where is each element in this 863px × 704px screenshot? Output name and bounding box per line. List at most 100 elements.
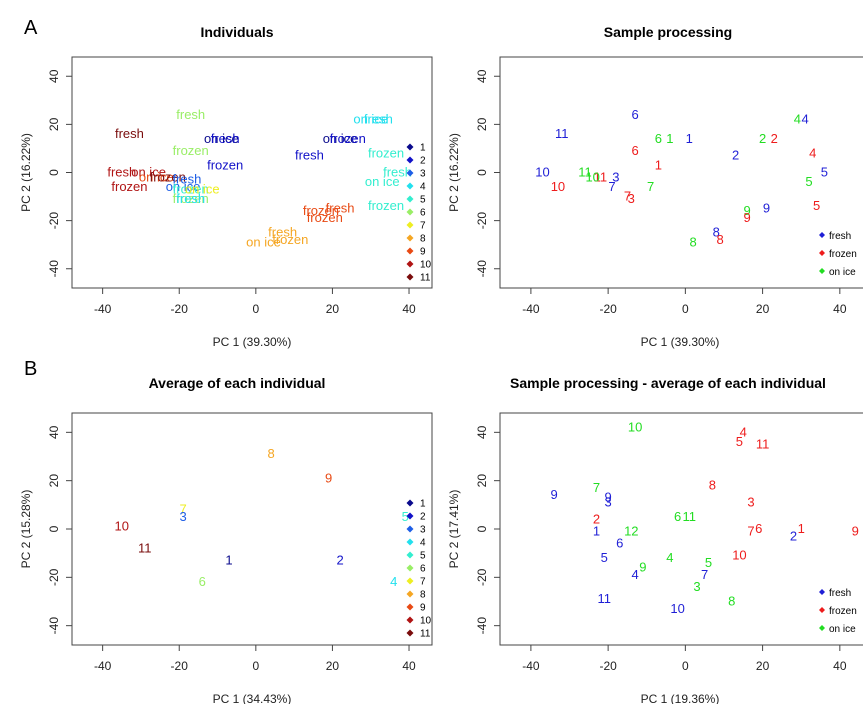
y-tick-label: -40 (475, 617, 489, 635)
data-point-label: on ice (185, 181, 220, 196)
data-point-label: 6 (674, 509, 681, 524)
data-point-label: 11 (756, 436, 770, 451)
legend-marker (406, 525, 414, 533)
data-point-label: 6 (655, 131, 662, 146)
data-point-label: 12 (624, 523, 638, 538)
x-tick-label: 0 (252, 659, 259, 673)
legend-marker (819, 232, 825, 238)
legend-marker (819, 589, 825, 595)
legend-marker (819, 607, 825, 613)
data-point-label: 7 (593, 480, 600, 495)
legend-label: fresh (829, 231, 851, 242)
legend-label: 4 (420, 182, 426, 193)
legend-marker (406, 577, 414, 585)
data-point-label: 9 (744, 203, 751, 218)
data-point-label: fresh (107, 165, 136, 180)
legend-marker (406, 603, 414, 611)
legend-label: 11 (420, 629, 431, 640)
data-point-label: 9 (852, 523, 859, 538)
legend: fresh frozen on ice (819, 231, 857, 278)
data-point-label: 7 (179, 502, 186, 517)
plot-frame (499, 56, 863, 289)
data-point-label: 2 (593, 511, 600, 526)
x-axis-label: PC 1 (39.30%) (641, 335, 720, 349)
data-point-label: 11 (578, 165, 592, 180)
legend-marker (819, 625, 825, 631)
legend-label: 8 (420, 234, 426, 245)
data-point-label: 9 (325, 470, 332, 485)
y-tick-label: 40 (47, 69, 61, 83)
x-tick-label: -40 (522, 659, 540, 673)
data-point-label: 3 (179, 509, 186, 524)
legend-marker (406, 538, 414, 546)
panel-letter-a: A (24, 17, 38, 39)
data-point-label: 10 (115, 519, 129, 534)
data-point-label: 8 (728, 594, 735, 609)
data-point-label: 8 (713, 225, 720, 240)
legend-label: 7 (420, 221, 426, 232)
legend-label: 9 (420, 603, 426, 614)
data-point-label: fresh (364, 112, 393, 127)
x-tick-label: 20 (756, 659, 770, 673)
data-point-label: on ice (365, 174, 400, 189)
legend-label: 7 (420, 577, 426, 588)
legend-marker (406, 616, 414, 624)
x-tick-label: 40 (833, 659, 847, 673)
y-tick-label: 0 (475, 169, 489, 176)
data-point-label: frozen (330, 131, 366, 146)
plot-frame (71, 56, 433, 289)
legend-marker (406, 195, 414, 203)
sample-processing-plot: Sample processing -40 -20 0 20 40 -40 -20 0 20 40 P… (447, 24, 863, 349)
legend-label: 1 (420, 499, 426, 510)
data-point-label: 5 (402, 509, 409, 524)
data-point-label: 4 (794, 112, 801, 127)
data-point-label: 1 (593, 523, 600, 538)
data-point-label: frozen (150, 169, 186, 184)
legend-label: 6 (420, 564, 426, 575)
plot-title: Average of each individual (149, 375, 326, 391)
data-point-label: 6 (616, 536, 623, 551)
legend-label: 10 (420, 260, 432, 271)
average-individual-plot: Average of each individual-40 -20 0 20 40-40… (19, 375, 433, 704)
x-tick-label: 40 (402, 302, 416, 316)
data-point-label: 10 (551, 179, 565, 194)
x-axis-label: PC 1 (19.36%) (641, 692, 720, 704)
legend-label: on ice (829, 624, 856, 635)
y-tick-label: -20 (47, 212, 61, 230)
data-point-label: 6 (755, 521, 762, 536)
x-tick-label: -20 (599, 659, 617, 673)
data-point-label: 11 (138, 540, 152, 555)
legend-marker (406, 143, 414, 151)
data-point-label: 10 (628, 420, 642, 435)
data-point-label: 5 (705, 555, 712, 570)
data-point-label: frozen (368, 198, 404, 213)
data-point-label: fresh (326, 201, 355, 216)
legend-label: 1 (420, 143, 426, 154)
legend: 1 2 3 4 5 6 7 8 9 10 11 (406, 499, 432, 640)
data-point-label: 2 (771, 131, 778, 146)
legend-label: 3 (420, 525, 426, 536)
data-point-label: frozen (173, 143, 209, 158)
data-point-label: on ice (139, 169, 174, 184)
data-point-label: 8 (709, 478, 716, 493)
data-point-label: 3 (628, 191, 635, 206)
legend-label: frozen (829, 606, 857, 617)
data-point-label: 1 (666, 131, 673, 146)
y-tick-label: 40 (475, 425, 489, 439)
data-point-label: 5 (821, 165, 828, 180)
data-point-label: 11 (555, 126, 569, 141)
data-point-label: 8 (716, 232, 723, 247)
x-tick-label: 0 (682, 659, 689, 673)
data-point-label: 7 (624, 189, 631, 204)
data-point-label: 9 (744, 210, 751, 225)
data-point-label: 9 (550, 487, 557, 502)
y-tick-label: -40 (475, 260, 489, 278)
data-point-label: 3 (747, 494, 754, 509)
data-point-label: 3 (605, 494, 612, 509)
data-point-label: 3 (612, 169, 619, 184)
data-point-label: frozen (307, 210, 343, 225)
data-point-label: 6 (632, 107, 639, 122)
data-point-label: 4 (666, 550, 673, 565)
legend-marker (406, 551, 414, 559)
y-tick-label: 0 (475, 525, 489, 532)
